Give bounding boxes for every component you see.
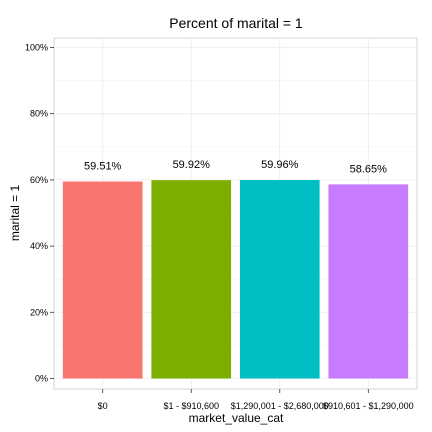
y-tick-label: 20% bbox=[30, 307, 48, 317]
y-tick-label: 80% bbox=[30, 109, 48, 119]
value-labels: 59.51% 59.92% 59.96% 58.65% bbox=[84, 159, 387, 175]
x-tick-label: $1 - $910,600 bbox=[163, 401, 219, 411]
x-tick-label: $0 bbox=[98, 401, 108, 411]
bar bbox=[239, 180, 320, 379]
bar bbox=[62, 181, 143, 379]
bar bbox=[151, 180, 232, 379]
x-tick-label: $910,601 - $1,290,000 bbox=[323, 401, 414, 411]
data-label: 58.65% bbox=[350, 163, 388, 175]
x-tick-label: $1,290,001 - $2,680,000 bbox=[231, 401, 329, 411]
data-label: 59.92% bbox=[173, 159, 211, 171]
y-axis: 0% 20% 40% 60% 80% 100% bbox=[25, 43, 54, 384]
data-label: 59.51% bbox=[84, 161, 122, 173]
y-tick-label: 100% bbox=[25, 43, 48, 53]
x-axis-title: market_value_cat bbox=[189, 411, 284, 425]
chart-title: Percent of marital = 1 bbox=[169, 15, 303, 31]
y-tick-label: 0% bbox=[35, 374, 48, 384]
x-axis: $0 $1 - $910,600 $1,290,001 - $2,680,000$9… bbox=[98, 389, 414, 411]
y-axis-title: marital = 1 bbox=[8, 184, 22, 241]
data-label: 59.96% bbox=[261, 159, 299, 171]
bars bbox=[62, 180, 409, 379]
y-tick-label: 60% bbox=[30, 175, 48, 185]
bar bbox=[328, 184, 409, 379]
y-tick-label: 40% bbox=[30, 241, 48, 251]
